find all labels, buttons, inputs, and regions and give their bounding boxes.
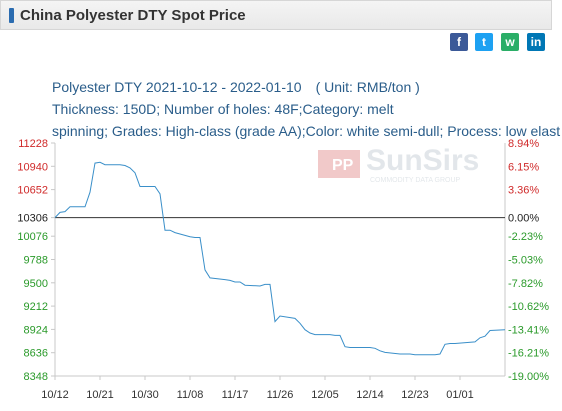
- watermark-logo-block: [318, 150, 360, 178]
- header-marker: [9, 8, 14, 23]
- x-tick-label: 11/08: [177, 389, 204, 401]
- x-tick-label: 12/05: [311, 389, 339, 401]
- facebook-share-button[interactable]: f: [450, 33, 468, 51]
- y-tick-left: 10652: [17, 185, 48, 197]
- chart-description-line2: Thickness: 150D; Number of holes: 48F;Ca…: [52, 101, 394, 117]
- x-tick-label: 11/17: [222, 389, 249, 401]
- x-tick-label: 10/30: [131, 389, 159, 401]
- x-tick-label: 10/21: [86, 389, 114, 401]
- wechat-share-button[interactable]: w: [501, 33, 519, 51]
- product-date-range: Polyester DTY 2021-10-12 - 2022-01-10: [52, 79, 302, 95]
- y-tick-right: 8.94%: [508, 138, 539, 150]
- unit-label: ( Unit: RMB/ton ): [315, 79, 420, 95]
- watermark-brand: SunSirs: [366, 144, 479, 177]
- twitter-icon: t: [482, 35, 486, 49]
- y-tick-right: -13.41%: [508, 324, 549, 336]
- y-tick-left: 8636: [24, 348, 48, 360]
- y-tick-left: 9212: [24, 301, 48, 313]
- y-tick-right: 0.00%: [508, 213, 539, 225]
- watermark-logo-mark: PP: [332, 157, 354, 174]
- watermark-tagline: COMMODITY DATA GROUP: [370, 177, 461, 184]
- y-tick-right: -16.21%: [508, 348, 549, 360]
- linkedin-share-button[interactable]: in: [527, 33, 545, 51]
- x-tick-label: 01/01: [446, 389, 474, 401]
- x-axis-ticks: 10/12 10/21 10/30 11/08 11/17 11/26 12/05 12/14…: [41, 376, 474, 401]
- y-axis-left-ticks: 11228 10940 10652 10306 10076 9788 9500 9212 892…: [17, 138, 55, 383]
- y-tick-right: -2.23%: [508, 231, 543, 243]
- y-tick-right: 3.36%: [508, 185, 539, 197]
- x-tick-label: 12/23: [401, 389, 429, 401]
- y-tick-left: 10076: [17, 231, 48, 243]
- y-tick-left: 11228: [18, 138, 48, 150]
- page-title: China Polyester DTY Spot Price: [20, 7, 246, 24]
- y-tick-left: 9788: [24, 255, 48, 267]
- y-tick-right: 6.15%: [508, 161, 539, 173]
- y-tick-left: 9500: [24, 278, 48, 290]
- facebook-icon: f: [457, 35, 461, 49]
- wechat-icon: w: [505, 35, 515, 49]
- y-tick-right: -7.82%: [508, 278, 543, 290]
- y-tick-left: 8348: [24, 371, 48, 383]
- x-tick-label: 11/26: [267, 389, 294, 401]
- y-tick-left: 10940: [17, 161, 48, 173]
- price-series-line: [54, 161, 506, 356]
- x-tick-label: 10/12: [41, 389, 69, 401]
- y-axis-right-ticks: 8.94% 6.15% 3.36% 0.00% -2.23% -5.03% -7.82% -1…: [508, 138, 549, 383]
- panel-header: China Polyester DTY Spot Price: [0, 0, 552, 30]
- x-tick-label: 12/14: [356, 389, 384, 401]
- y-tick-right: -19.00%: [508, 371, 549, 383]
- chart-description-line1: Polyester DTY 2021-10-12 - 2022-01-10 ( U…: [52, 79, 420, 95]
- y-tick-right: -10.62%: [508, 301, 549, 313]
- chart-description-line3: spinning; Grades: High-class (grade AA);…: [52, 123, 561, 139]
- linkedin-icon: in: [530, 35, 542, 49]
- y-tick-left: 8924: [24, 324, 48, 336]
- y-tick-right: -5.03%: [508, 255, 543, 267]
- y-tick-left: 10306: [17, 213, 48, 225]
- twitter-share-button[interactable]: t: [475, 33, 493, 51]
- sunsirs-watermark: PP SunSirs COMMODITY DATA GROUP: [318, 144, 479, 184]
